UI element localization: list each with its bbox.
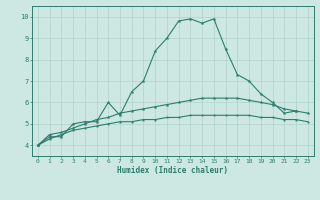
X-axis label: Humidex (Indice chaleur): Humidex (Indice chaleur) (117, 166, 228, 175)
